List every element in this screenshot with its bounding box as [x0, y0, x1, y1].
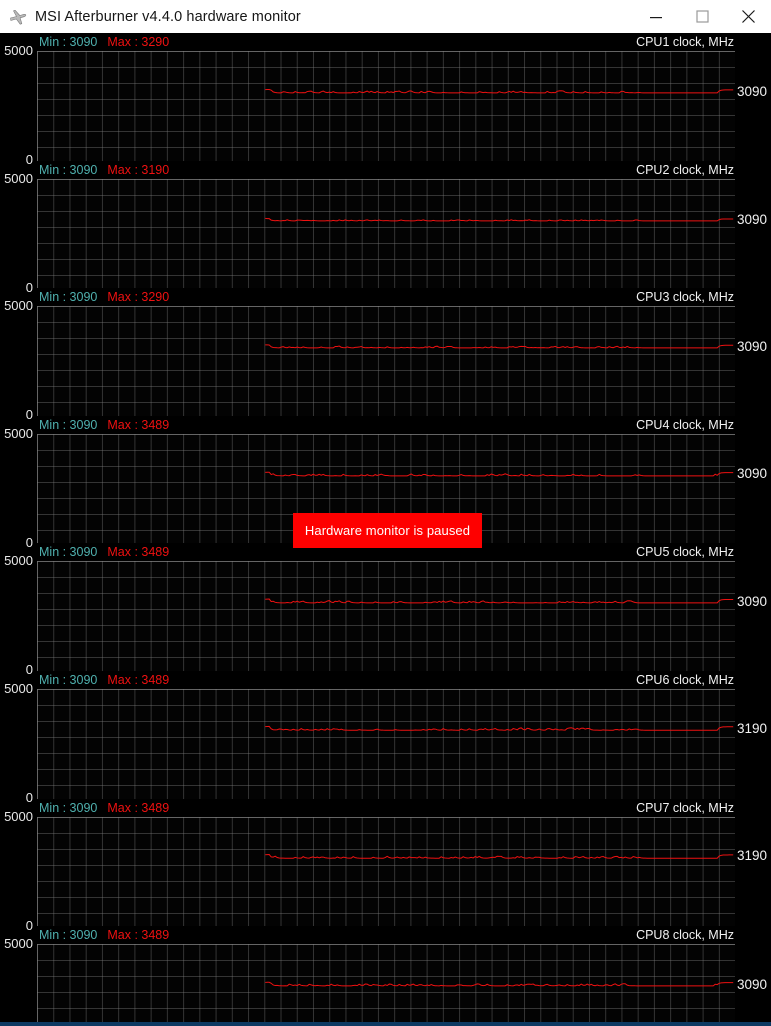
axis-min-label: 0 — [25, 662, 33, 678]
plot-grid — [37, 944, 735, 1026]
axis-max-label: 5000 — [4, 170, 33, 186]
min-value-label: Min : 3090 — [39, 290, 98, 305]
graph-panel[interactable]: 5000 0 Min : 3090 Max : 3290 CPU3 clock, MHz… — [0, 288, 771, 421]
min-value-label: Min : 3090 — [39, 800, 98, 815]
axis-min-label: 0 — [25, 407, 33, 423]
max-value-label: Max : 3489 — [107, 928, 170, 943]
afterburner-jet-icon — [10, 9, 27, 24]
axis-max-label: 5000 — [4, 425, 33, 441]
maximize-button[interactable] — [679, 0, 725, 33]
graph-panel[interactable]: 5000 0 Min : 3090 Max : 3290 CPU1 clock, MHz… — [0, 33, 771, 166]
current-value-label: 3190 — [737, 848, 768, 864]
minmax-header: Min : 3090 Max : 3489 — [39, 545, 169, 560]
plot-grid — [37, 688, 735, 799]
minmax-header: Min : 3090 Max : 3190 — [39, 163, 169, 178]
window-title: MSI Afterburner v4.4.0 hardware monitor — [35, 8, 301, 25]
sensor-title: CPU3 clock, MHz — [636, 290, 734, 305]
current-value-label: 3090 — [737, 338, 768, 354]
minmax-header: Min : 3090 Max : 3489 — [39, 418, 169, 433]
plot-grid — [37, 816, 735, 927]
close-icon — [741, 10, 755, 23]
current-value-label: 3090 — [737, 83, 768, 99]
current-value-label: 3190 — [737, 720, 768, 736]
minmax-header: Min : 3090 Max : 3489 — [39, 801, 169, 816]
maximize-icon — [695, 10, 709, 23]
graph-panel[interactable]: 5000 0 Min : 3090 Max : 3190 CPU2 clock, MHz… — [0, 161, 771, 294]
graph-panels[interactable]: 5000 0 Min : 3090 Max : 3290 CPU1 clock, MHz… — [0, 33, 771, 1026]
max-value-label: Max : 3290 — [107, 290, 170, 305]
close-button[interactable] — [725, 0, 771, 33]
axis-max-label: 5000 — [4, 298, 33, 314]
axis-max-label: 5000 — [4, 43, 33, 58]
axis-min-label: 0 — [25, 279, 33, 295]
plot-grid — [37, 178, 735, 289]
current-value-label: 3090 — [737, 466, 768, 482]
min-value-label: Min : 3090 — [39, 545, 98, 560]
max-value-label: Max : 3489 — [107, 800, 170, 815]
max-value-label: Max : 3489 — [107, 672, 170, 687]
min-value-label: Min : 3090 — [39, 672, 98, 687]
min-value-label: Min : 3090 — [39, 928, 98, 943]
minmax-header: Min : 3090 Max : 3489 — [39, 928, 169, 943]
axis-min-label: 0 — [25, 917, 33, 933]
minimize-button[interactable] — [633, 0, 679, 33]
minimize-icon — [650, 16, 662, 18]
title-bar: MSI Afterburner v4.4.0 hardware monitor — [0, 0, 771, 33]
min-value-label: Min : 3090 — [39, 417, 98, 432]
sensor-title: CPU6 clock, MHz — [636, 672, 734, 687]
minmax-header: Min : 3090 Max : 3290 — [39, 290, 169, 305]
plot-grid — [37, 561, 735, 671]
minmax-header: Min : 3090 Max : 3290 — [39, 35, 169, 50]
max-value-label: Max : 3489 — [107, 545, 170, 560]
max-value-label: Max : 3290 — [107, 35, 170, 49]
graph-panel[interactable]: 5000 0 Min : 3090 Max : 3489 CPU6 clock, MHz… — [0, 671, 771, 804]
sensor-title: CPU2 clock, MHz — [636, 162, 734, 177]
current-value-label: 3090 — [737, 211, 768, 227]
sensor-title: CPU4 clock, MHz — [636, 417, 734, 432]
axis-max-label: 5000 — [4, 936, 33, 952]
graph-panel[interactable]: 5000 0 Min : 3090 Max : 3489 CPU5 clock, MHz… — [0, 543, 771, 676]
max-value-label: Max : 3190 — [107, 162, 170, 177]
paused-banner: Hardware monitor is paused — [293, 513, 482, 548]
sensor-title: CPU1 clock, MHz — [636, 35, 734, 49]
sensor-title: CPU5 clock, MHz — [636, 545, 734, 560]
min-value-label: Min : 3090 — [39, 35, 98, 49]
sensor-title: CPU8 clock, MHz — [636, 928, 734, 943]
current-value-label: 3090 — [737, 593, 768, 609]
axis-max-label: 5000 — [4, 680, 33, 696]
axis-min-label: 0 — [25, 534, 33, 550]
sensor-title: CPU7 clock, MHz — [636, 800, 734, 815]
axis-min-label: 0 — [25, 789, 33, 805]
current-value-label: 3090 — [737, 976, 768, 992]
axis-max-label: 5000 — [4, 553, 33, 569]
min-value-label: Min : 3090 — [39, 162, 98, 177]
max-value-label: Max : 3489 — [107, 417, 170, 432]
plot-grid — [37, 51, 735, 161]
axis-max-label: 5000 — [4, 808, 33, 824]
bottom-edge — [0, 1022, 771, 1026]
minmax-header: Min : 3090 Max : 3489 — [39, 673, 169, 688]
axis-min-label: 0 — [25, 152, 33, 167]
plot-grid — [37, 306, 735, 416]
graph-panel[interactable]: 5000 0 Min : 3090 Max : 3489 CPU7 clock, MHz… — [0, 799, 771, 932]
